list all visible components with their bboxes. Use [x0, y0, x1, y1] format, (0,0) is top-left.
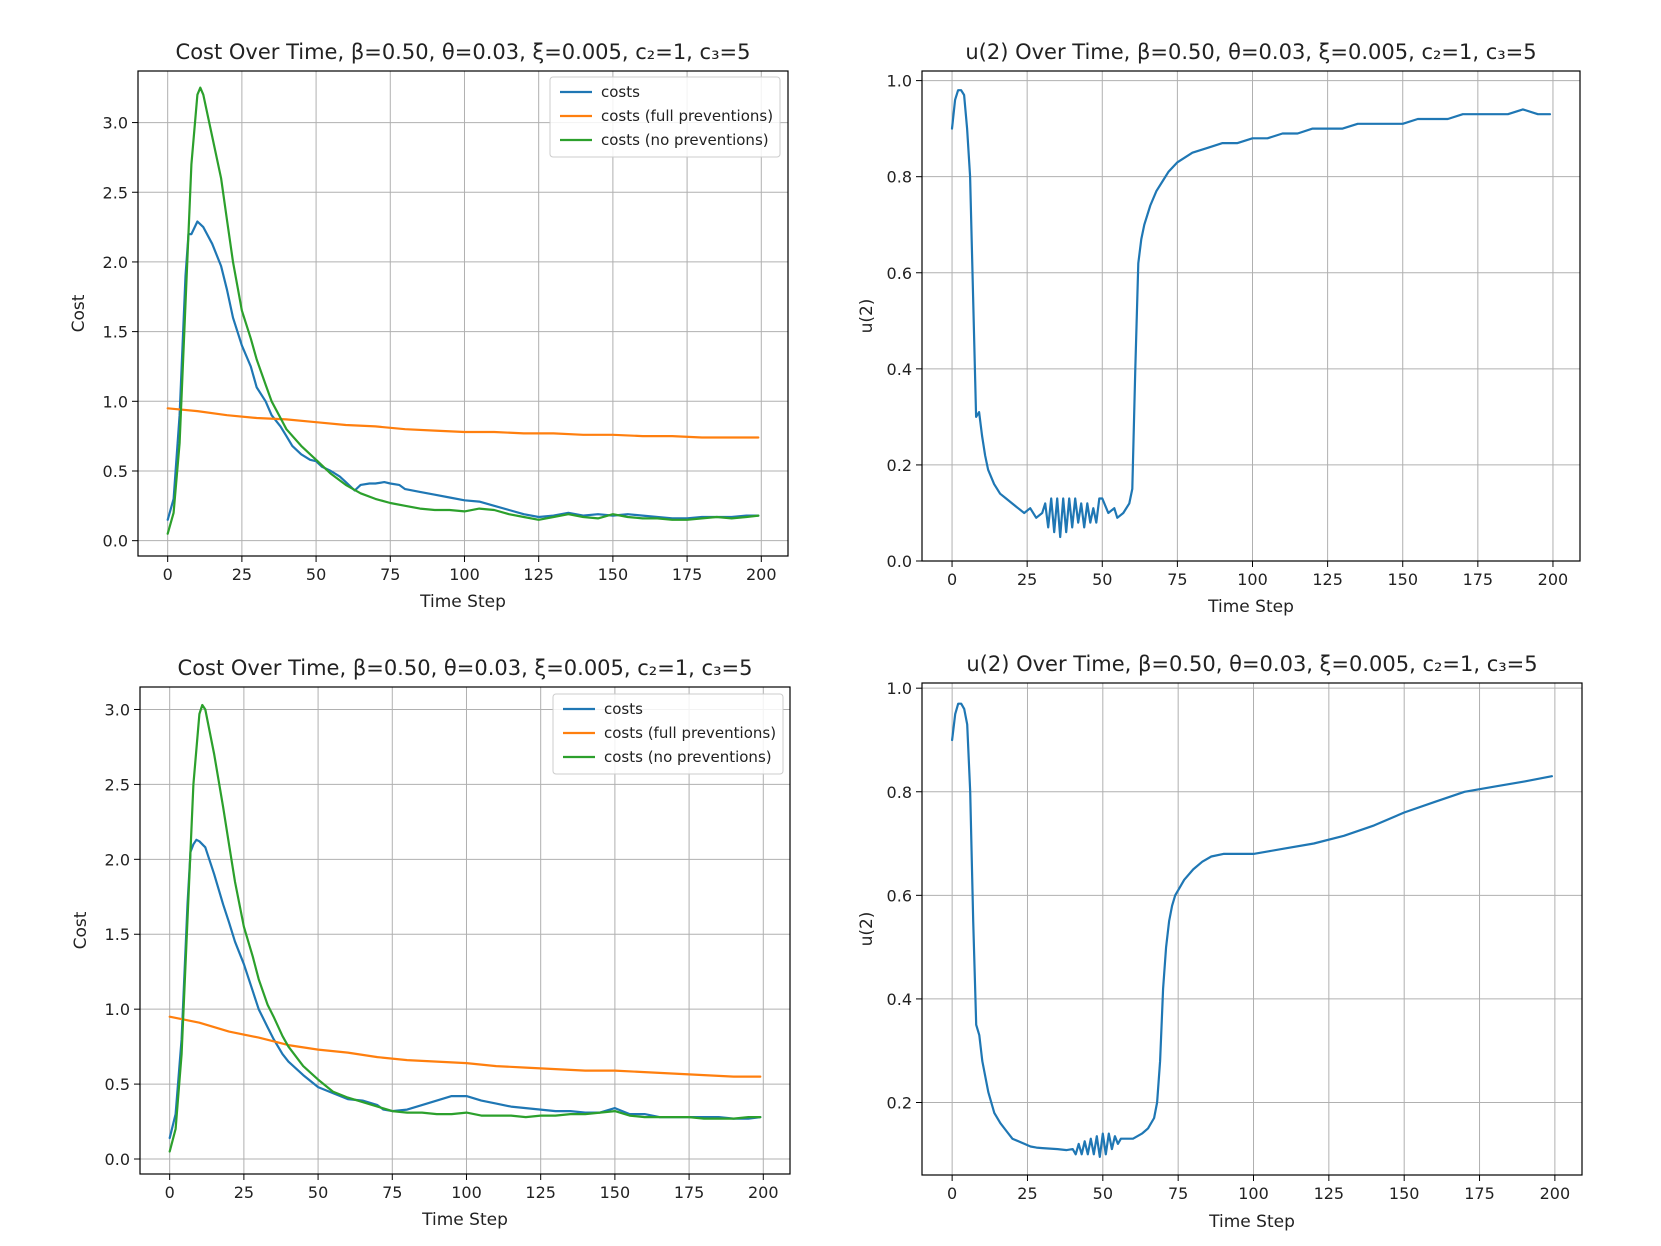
- y-axis-label: Cost: [71, 911, 91, 949]
- plot-frame: [921, 70, 1581, 562]
- x-tick-label: 25: [1017, 570, 1037, 589]
- x-axis-label: Time Step: [419, 592, 506, 612]
- y-tick-label: 1.0: [103, 392, 128, 411]
- x-tick-label: 0: [947, 570, 957, 589]
- cost-chart-bottom: 0 25 50 75 100 125 150 175 200 0.0 0.5 1.0 1.5 2.0 2.5…: [71, 656, 791, 1230]
- legend-label-costs: costs: [604, 700, 643, 718]
- x-axis-label: Time Step: [1207, 597, 1294, 617]
- x-tick-label: 125: [1312, 570, 1343, 589]
- x-tick-label: 75: [1168, 1184, 1188, 1203]
- y-tick-label: 2.0: [103, 253, 128, 272]
- x-tick-label: 50: [1093, 1184, 1113, 1203]
- x-tick-label: 25: [234, 1183, 254, 1202]
- x-tick-label: 150: [1389, 1184, 1420, 1203]
- x-tick-label: 0: [165, 1183, 175, 1202]
- y-tick-label: 0.4: [887, 990, 912, 1009]
- u2-chart-top: 0 25 50 75 100 125 150 175 200 0.0 0.2 0.4 0.6 0.8 1.0…: [857, 40, 1581, 617]
- x-tick-label: 75: [382, 1183, 402, 1202]
- plot-frame: [139, 686, 791, 1175]
- y-tick-label: 1.0: [105, 1000, 130, 1019]
- y-tick-label: 0.6: [887, 264, 912, 283]
- series-line-2: [168, 703, 762, 1153]
- x-tick-label: 200: [746, 565, 777, 584]
- x-tick-label: 100: [451, 1183, 482, 1202]
- series-line-0: [951, 702, 1553, 1158]
- y-axis-label: u(2): [857, 299, 877, 334]
- y-tick-label: 3.0: [105, 700, 130, 719]
- x-axis-label: Time Step: [421, 1210, 508, 1230]
- y-tick-label: 0.8: [887, 168, 912, 187]
- chart-title: u(2) Over Time, β=0.50, θ=0.03, ξ=0.005,…: [965, 40, 1536, 64]
- y-tick-label: 0.0: [105, 1150, 130, 1169]
- y-tick-label: 0.6: [887, 886, 912, 905]
- y-axis-label: u(2): [857, 912, 877, 947]
- legend: costs costs (full preventions) costs (no…: [549, 76, 781, 158]
- y-tick-label: 1.0: [887, 679, 912, 698]
- legend-label-costs: costs: [601, 83, 640, 101]
- x-tick-label: 25: [1017, 1184, 1037, 1203]
- x-tick-label: 50: [308, 1183, 328, 1202]
- x-tick-label: 50: [1092, 570, 1112, 589]
- x-tick-label: 100: [1237, 570, 1268, 589]
- y-tick-label: 3.0: [103, 114, 128, 133]
- y-tick-label: 1.5: [105, 925, 130, 944]
- series-line-0: [950, 89, 1552, 539]
- y-tick-label: 0.2: [887, 1093, 912, 1112]
- series-line-1: [168, 1015, 762, 1078]
- x-tick-label: 175: [674, 1183, 705, 1202]
- y-tick-label: 0.2: [887, 456, 912, 475]
- y-tick-label: 0.5: [103, 462, 128, 481]
- chart-title: u(2) Over Time, β=0.50, θ=0.03, ξ=0.005,…: [966, 652, 1537, 676]
- x-tick-label: 150: [600, 1183, 631, 1202]
- x-tick-label: 125: [525, 1183, 556, 1202]
- u2-chart-bottom: 0 25 50 75 100 125 150 175 200 0.2 0.4 0.6 0.8 1.0 u(…: [857, 652, 1583, 1232]
- y-tick-label: 1.5: [103, 323, 128, 342]
- x-tick-label: 75: [1167, 570, 1187, 589]
- chart-title: Cost Over Time, β=0.50, θ=0.03, ξ=0.005,…: [176, 40, 751, 64]
- y-axis-label: Cost: [69, 294, 89, 332]
- x-tick-label: 75: [380, 565, 400, 584]
- x-tick-label: 200: [1540, 1184, 1571, 1203]
- x-tick-label: 125: [1314, 1184, 1345, 1203]
- plot-frame: [137, 70, 789, 557]
- y-tick-label: 2.5: [105, 775, 130, 794]
- y-tick-label: 0.8: [887, 783, 912, 802]
- x-tick-label: 100: [1238, 1184, 1269, 1203]
- x-tick-label: 200: [748, 1183, 779, 1202]
- y-tick-label: 1.0: [887, 72, 912, 91]
- chart-title: Cost Over Time, β=0.50, θ=0.03, ξ=0.005,…: [178, 656, 753, 680]
- plot-frame: [921, 682, 1583, 1176]
- legend-label-full-preventions: costs (full preventions): [601, 107, 773, 125]
- y-tick-label: 0.0: [103, 532, 128, 551]
- series-line-2: [166, 86, 760, 535]
- y-tick-label: 0.5: [105, 1075, 130, 1094]
- x-axis-label: Time Step: [1208, 1212, 1295, 1232]
- x-tick-label: 150: [598, 565, 629, 584]
- y-tick-label: 2.5: [103, 183, 128, 202]
- y-tick-label: 2.0: [105, 850, 130, 869]
- series-line-1: [166, 407, 760, 439]
- x-tick-label: 175: [1464, 1184, 1495, 1203]
- series-line-0: [168, 838, 762, 1140]
- x-tick-label: 200: [1538, 570, 1569, 589]
- y-tick-label: 0.4: [887, 360, 912, 379]
- x-tick-label: 50: [306, 565, 326, 584]
- legend-label-no-preventions: costs (no preventions): [601, 131, 769, 149]
- legend-label-full-preventions: costs (full preventions): [604, 724, 776, 742]
- legend-label-no-preventions: costs (no preventions): [604, 748, 772, 766]
- x-tick-label: 25: [232, 565, 252, 584]
- x-tick-label: 0: [947, 1184, 957, 1203]
- x-tick-label: 150: [1387, 570, 1418, 589]
- x-tick-label: 125: [523, 565, 554, 584]
- x-tick-label: 175: [1463, 570, 1494, 589]
- x-tick-label: 100: [449, 565, 480, 584]
- legend: costs costs (full preventions) costs (no…: [552, 693, 784, 775]
- x-tick-label: 175: [672, 565, 703, 584]
- y-tick-label: 0.0: [887, 552, 912, 571]
- cost-chart-top: 0 25 50 75 100 125 150 175 200 0.0 0.5 1.0 1.5 2.0 2.5…: [69, 40, 789, 612]
- x-tick-label: 0: [163, 565, 173, 584]
